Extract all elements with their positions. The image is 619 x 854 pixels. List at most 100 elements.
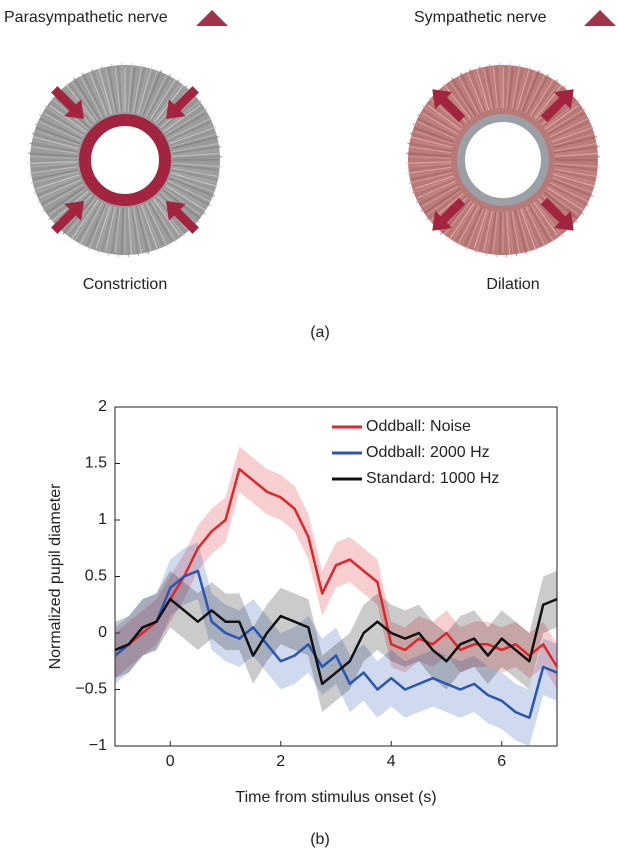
iris-fiber	[530, 79, 554, 117]
iris-fiber	[473, 71, 488, 111]
arrow-head	[553, 89, 574, 110]
iris-fiber	[442, 83, 472, 120]
iris-fiber	[121, 207, 124, 255]
iris-fiber	[550, 180, 589, 199]
iris-fiber	[140, 204, 159, 252]
iris-fiber	[136, 206, 150, 255]
iris-fiber	[30, 156, 78, 159]
iris-fiber	[417, 180, 456, 199]
iris-fiber	[523, 74, 542, 113]
plot-area	[115, 446, 557, 746]
iris-fiber	[554, 156, 600, 159]
iris-fiber	[414, 130, 454, 145]
iris-fiber	[137, 205, 152, 252]
iris-fiber	[483, 68, 493, 110]
iris-fiber	[411, 170, 453, 180]
nerve-icon	[584, 10, 616, 26]
iris-fiber	[534, 84, 562, 120]
y-tick-label: 2	[98, 398, 107, 415]
iris-fiber	[408, 156, 452, 159]
iris-fiber	[127, 207, 133, 255]
x-tick-label: 6	[497, 753, 506, 770]
iris-fiber	[148, 79, 173, 119]
iris-fiber	[30, 146, 78, 154]
iris-fiber	[152, 198, 181, 236]
iris-fiber	[49, 104, 87, 133]
iris-fiber	[550, 121, 589, 140]
iris-fiber	[473, 209, 488, 249]
x-axis-label: Time from stimulus onset (s)	[235, 789, 436, 806]
pupil-ring	[457, 114, 549, 206]
iris-fiber	[32, 136, 79, 149]
arrow-head	[64, 99, 84, 119]
iris-fiber	[168, 178, 211, 199]
iris-fiber	[410, 136, 453, 149]
iris-fiber	[551, 177, 593, 194]
panel-a: Parasympathetic nerve Sympathetic nerve …	[4, 9, 616, 341]
iris-fiber	[452, 203, 476, 241]
iris-fiber	[417, 121, 456, 140]
arrow-head	[166, 99, 186, 119]
iris-fiber	[520, 70, 537, 112]
iris-fiber	[139, 71, 155, 115]
nerve-icon	[196, 10, 228, 26]
iris-fiber	[45, 186, 86, 214]
nerve-label: Sympathetic nerve	[414, 9, 547, 26]
iris-fiber	[79, 75, 103, 118]
iris-fiber	[166, 112, 206, 137]
y-tick-label: −1	[89, 737, 107, 754]
iris-fiber	[408, 163, 452, 168]
iris-fiber	[39, 178, 82, 199]
iris-fiber	[415, 182, 457, 204]
iris-fiber	[33, 172, 80, 187]
iris-fiber	[164, 106, 205, 134]
iris-fiber	[169, 126, 217, 145]
iris-fiber	[451, 77, 476, 117]
y-tick-label: −0.5	[75, 681, 107, 698]
iris-fiber	[521, 207, 540, 249]
series-line	[115, 467, 557, 668]
iris-fiber	[499, 211, 502, 255]
iris-fiber	[422, 109, 460, 133]
iris-fiber	[134, 206, 145, 252]
iris-fiber	[411, 140, 453, 150]
iris-fiber	[554, 152, 598, 157]
iris-fiber	[171, 140, 217, 151]
iris-fiber	[426, 191, 463, 221]
iris-fiber	[521, 69, 540, 113]
iris-fiber	[469, 208, 486, 250]
iris-fiber	[464, 207, 483, 246]
iris-fiber	[408, 146, 452, 154]
iris-fiber	[165, 184, 206, 211]
iris-fiber	[545, 188, 584, 215]
iris-fiber	[520, 208, 537, 252]
iris-fiber	[86, 74, 107, 117]
iris-fiber	[417, 113, 458, 137]
iris-fiber	[70, 199, 99, 241]
iris-fiber	[114, 67, 121, 113]
caption: Dilation	[486, 276, 539, 293]
iris-fiber	[460, 206, 481, 246]
arrow-head	[166, 201, 186, 221]
y-tick-label: 0	[98, 624, 107, 641]
iris-fiber	[516, 209, 530, 252]
iris-fiber	[100, 65, 114, 114]
error-band	[115, 542, 557, 746]
iris-fiber	[139, 205, 155, 249]
iris-fiber	[145, 202, 169, 248]
iris-fiber	[77, 79, 102, 119]
iris-fiber	[552, 173, 597, 188]
iris-fiber	[163, 104, 201, 133]
iris-fiber	[552, 130, 592, 145]
iris-fiber	[525, 74, 546, 114]
iris-fiber	[91, 204, 110, 250]
iris-fiber	[168, 121, 211, 142]
chart: −1 −0.5 0 0.5 1 1.5 2 0 2 4 6 Time from stimulus on…	[47, 398, 558, 806]
iris-fiber	[167, 116, 213, 140]
iris-fiber	[172, 164, 218, 171]
iris-fiber	[81, 72, 105, 118]
iris-fiber	[545, 106, 583, 132]
y-tick-label: 1.5	[85, 455, 107, 472]
iris-fiber	[40, 182, 83, 206]
iris-fiber	[131, 65, 139, 113]
